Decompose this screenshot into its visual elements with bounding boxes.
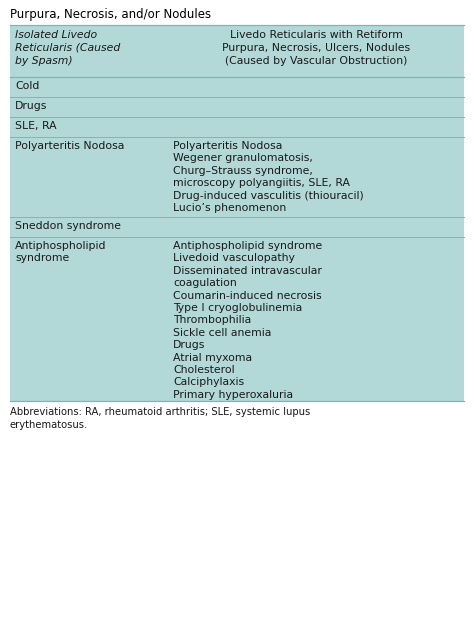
Text: Purpura, Necrosis, and/or Nodules: Purpura, Necrosis, and/or Nodules (10, 8, 211, 21)
Text: Isolated Livedo
Reticularis (Caused
by Spasm): Isolated Livedo Reticularis (Caused by S… (15, 30, 120, 66)
Text: Sneddon syndrome: Sneddon syndrome (15, 221, 121, 231)
Text: Antiphospholipid
syndrome: Antiphospholipid syndrome (15, 241, 107, 263)
Text: Drugs: Drugs (15, 101, 47, 111)
Text: Abbreviations: RA, rheumatoid arthritis; SLE, systemic lupus
erythematosus.: Abbreviations: RA, rheumatoid arthritis;… (10, 407, 310, 430)
Text: Polyarteritis Nodosa: Polyarteritis Nodosa (15, 141, 124, 151)
Text: Livedo Reticularis with Retiform
Purpura, Necrosis, Ulcers, Nodules
(Caused by V: Livedo Reticularis with Retiform Purpura… (222, 30, 410, 66)
Text: Antiphospholipid syndrome
Livedoid vasculopathy
Disseminated intravascular
coagu: Antiphospholipid syndrome Livedoid vascu… (173, 241, 322, 400)
Text: Cold: Cold (15, 81, 39, 91)
Text: SLE, RA: SLE, RA (15, 121, 56, 131)
Bar (10, 25, 464, 401)
Text: Polyarteritis Nodosa
Wegener granulomatosis,
Churg–Strauss syndrome,
microscopy : Polyarteritis Nodosa Wegener granulomato… (173, 141, 364, 213)
